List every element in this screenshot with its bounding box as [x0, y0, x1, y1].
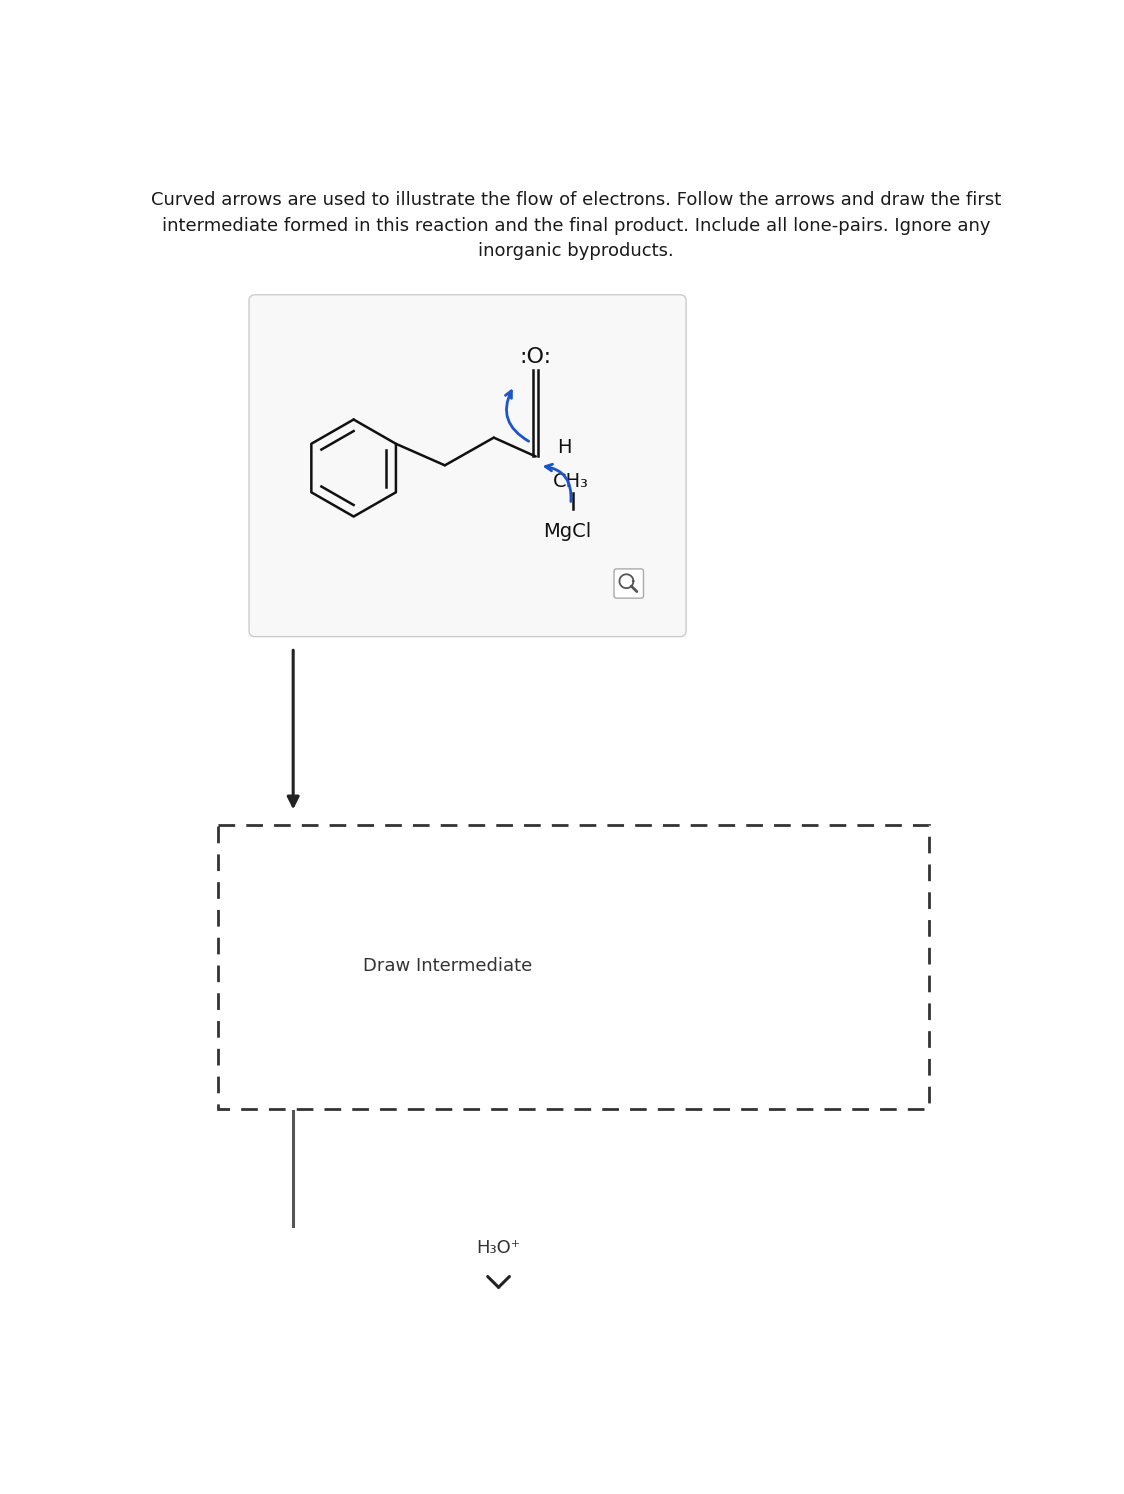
Text: MgCl: MgCl: [544, 521, 591, 541]
FancyBboxPatch shape: [250, 294, 686, 636]
Text: Curved arrows are used to illustrate the flow of electrons. Follow the arrows an: Curved arrows are used to illustrate the…: [151, 191, 1001, 260]
Bar: [218, 825, 930, 1110]
FancyBboxPatch shape: [614, 569, 643, 598]
Text: Draw Intermediate: Draw Intermediate: [363, 958, 532, 976]
Text: H: H: [558, 438, 572, 457]
Text: H₃O⁺: H₃O⁺: [477, 1239, 520, 1256]
Text: :O:: :O:: [519, 347, 552, 368]
Text: CH₃: CH₃: [553, 472, 589, 490]
